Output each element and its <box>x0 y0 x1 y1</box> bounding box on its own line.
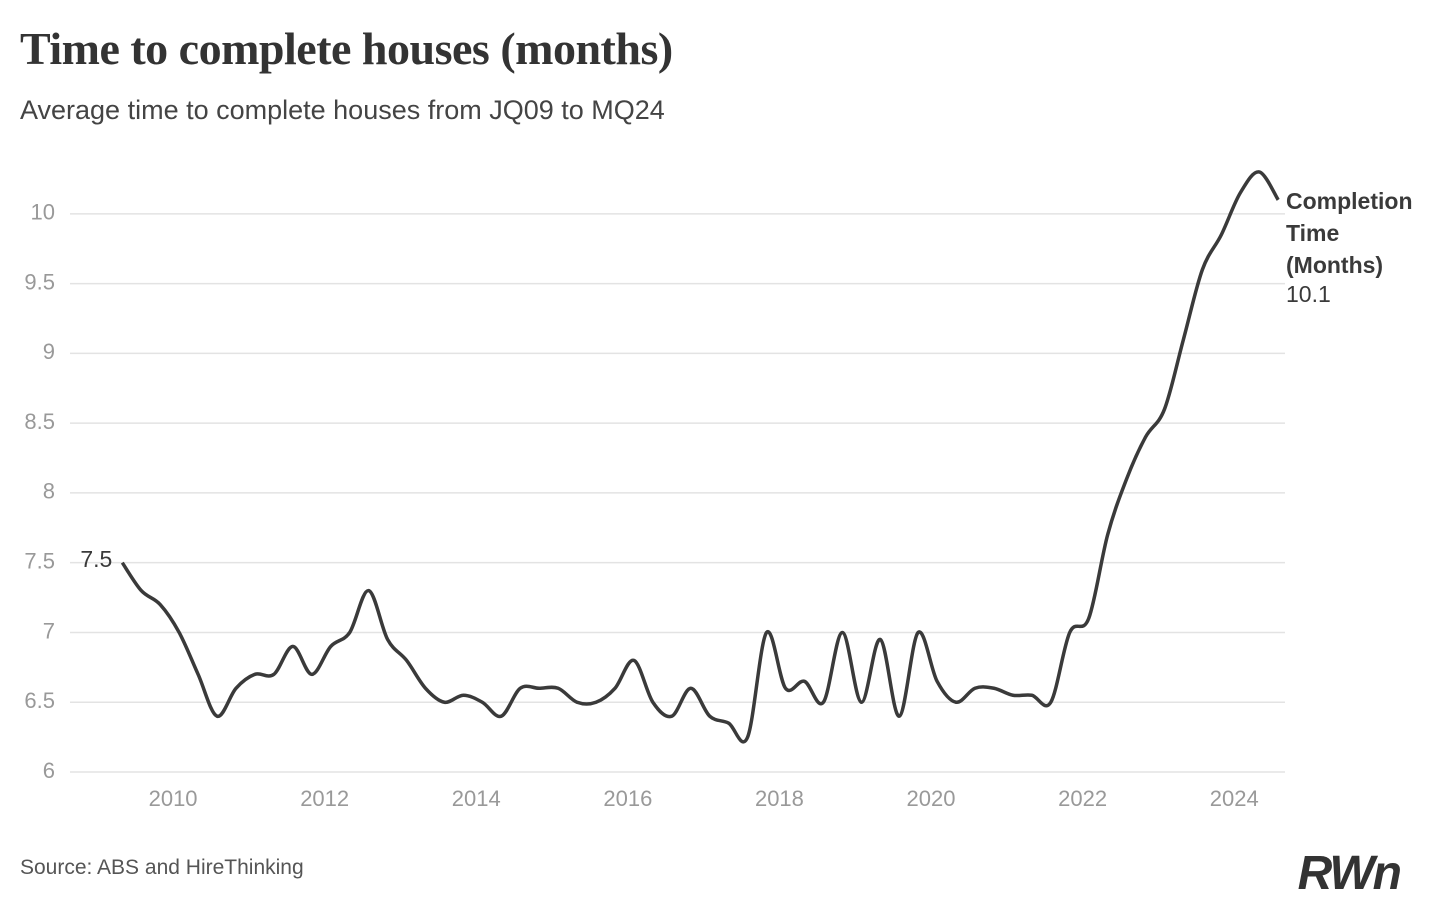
y-tick-label: 10 <box>31 200 55 225</box>
y-tick-label: 8.5 <box>24 409 55 434</box>
y-tick-label: 7.5 <box>24 548 55 573</box>
x-tick-label: 2022 <box>1058 786 1107 811</box>
x-tick-label: 2016 <box>603 786 652 811</box>
y-tick-label: 7 <box>43 618 55 643</box>
y-tick-label: 9.5 <box>24 269 55 294</box>
x-tick-label: 2014 <box>452 786 501 811</box>
line <box>120 170 1280 744</box>
chart-subtitle: Average time to complete houses from JQ0… <box>20 95 665 125</box>
x-tick-label: 2020 <box>907 786 956 811</box>
x-tick-label: 2010 <box>149 786 198 811</box>
y-tick-label: 8 <box>43 479 55 504</box>
y-tick-label: 6 <box>43 758 55 783</box>
y-tick-label: 6.5 <box>24 688 55 713</box>
x-tick-label: 2024 <box>1210 786 1259 811</box>
source: Source: ABS and HireThinking <box>20 856 304 879</box>
chart-title: Time to complete houses (months) <box>20 23 673 74</box>
y-tick-label: 9 <box>43 339 55 364</box>
series-label: Completion Time (Months) <box>1286 188 1413 278</box>
end-value-label: 10.1 <box>1286 281 1331 307</box>
x-tick-label: 2018 <box>755 786 804 811</box>
start-value-label: 7.5 <box>80 546 112 572</box>
logo: RWn <box>1297 847 1402 900</box>
x-tick-label: 2012 <box>300 786 349 811</box>
